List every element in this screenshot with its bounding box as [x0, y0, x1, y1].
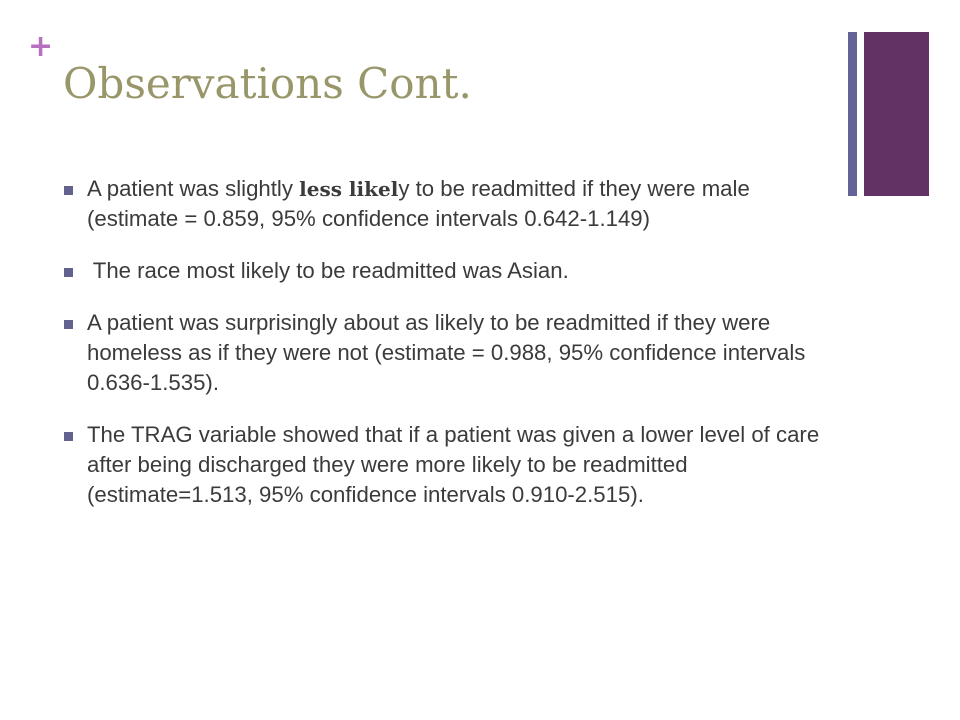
bullet-item-male: A patient was slightly less likely to be… [62, 174, 842, 234]
bullet-text: The TRAG variable showed that if a patie… [87, 422, 820, 507]
accent-bar-thick [864, 32, 929, 196]
bullet-square-icon [64, 268, 73, 277]
plus-icon: + [28, 29, 54, 64]
bullet-item-trag: The TRAG variable showed that if a patie… [62, 420, 842, 510]
bullet-item-race: The race most likely to be readmitted wa… [62, 256, 842, 286]
accent-bar-thin [848, 32, 857, 196]
bullet-text-emphasis: less likel [299, 177, 399, 201]
bullet-text: A patient was surprisingly about as like… [87, 310, 806, 395]
bullet-list: A patient was slightly less likely to be… [62, 174, 842, 532]
bullet-square-icon [64, 320, 73, 329]
bullet-square-icon [64, 432, 73, 441]
bullet-text-after: y to be readmitted if they were male (es… [87, 176, 750, 231]
bullet-item-homeless: A patient was surprisingly about as like… [62, 308, 842, 398]
bullet-text: The race most likely to be readmitted wa… [87, 258, 569, 283]
slide-title: Observations Cont. [63, 59, 472, 108]
bullet-square-icon [64, 186, 73, 195]
bullet-text-before: A patient was slightly [87, 176, 300, 201]
